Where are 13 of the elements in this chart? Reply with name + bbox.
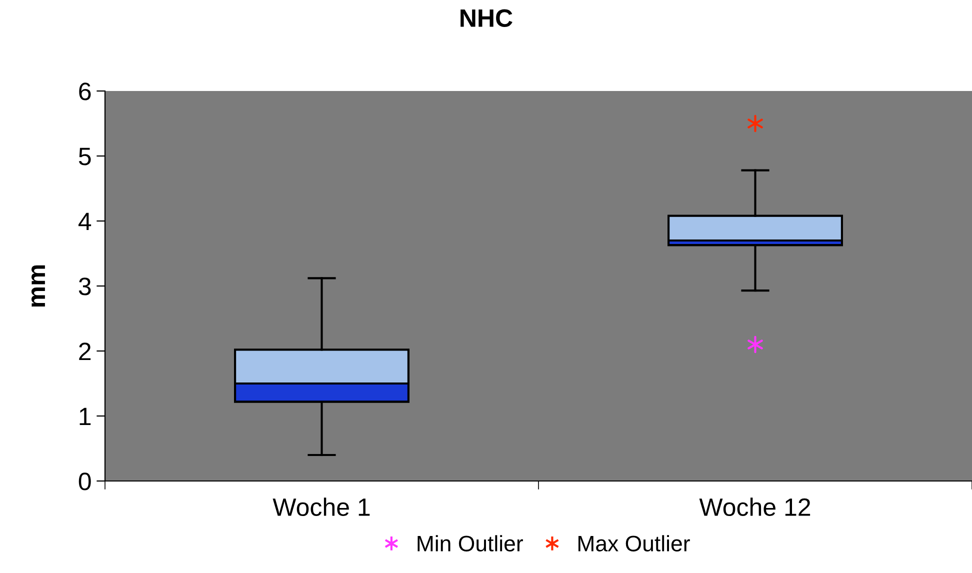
- y-tick-label: 1: [80, 408, 91, 426]
- y-tick-label: 2: [79, 342, 91, 360]
- y-axis-title: mm: [31, 265, 45, 307]
- legend-label: Max Outlier: [578, 535, 690, 552]
- y-tick-label: 4: [78, 212, 92, 230]
- x-tick-label: Woche 1: [272, 498, 370, 516]
- x-tick-label: Woche 12: [699, 498, 810, 516]
- y-tick-label: 3: [78, 278, 91, 296]
- y-tick-label: 0: [78, 472, 91, 490]
- legend-label: Min Outlier: [418, 535, 523, 552]
- y-tick-label: 5: [78, 148, 91, 166]
- chart-title: NHC: [460, 9, 512, 27]
- y-tick-label: 6: [79, 82, 91, 100]
